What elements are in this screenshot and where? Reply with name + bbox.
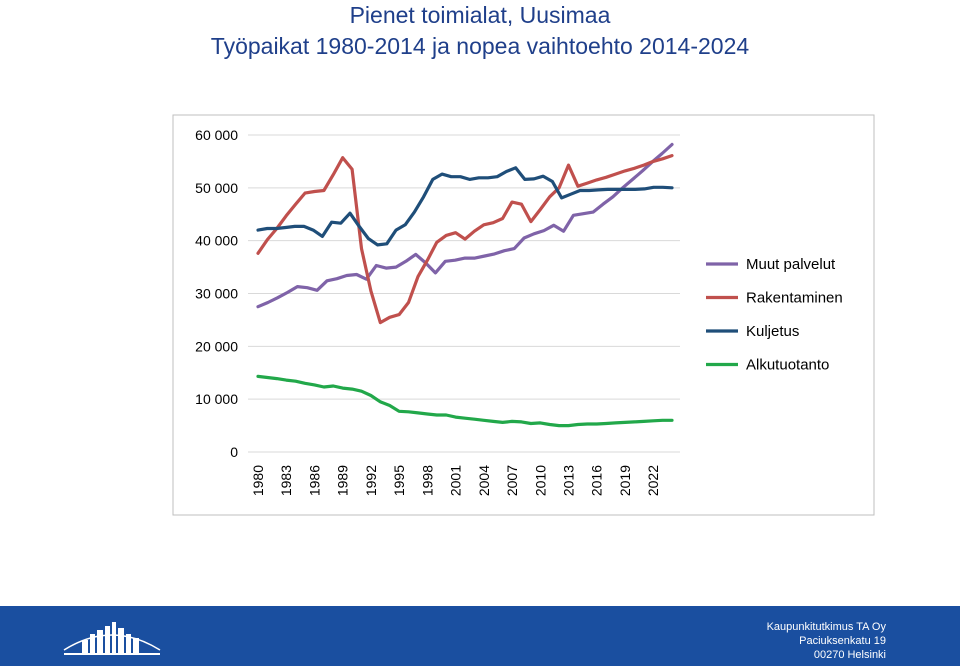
x-tick-label: 1998 <box>419 465 435 496</box>
y-tick-label: 50 000 <box>195 180 238 196</box>
y-tick-label: 20 000 <box>195 338 238 354</box>
footer-bar: Kaupunkitutkimus TA Oy Paciuksenkatu 19 … <box>0 606 960 666</box>
x-tick-label: 1980 <box>250 465 266 496</box>
y-tick-label: 0 <box>230 444 238 460</box>
series-line-muut-palvelut <box>256 142 674 309</box>
y-tick-label: 10 000 <box>195 391 238 407</box>
x-tick-label: 2004 <box>476 465 492 496</box>
x-tick-label: 2007 <box>504 465 520 496</box>
footer-company: Kaupunkitutkimus TA Oy <box>766 621 886 633</box>
legend: Muut palvelut Rakentaminen Kuljetus Alkutuo… <box>706 256 843 374</box>
series-line-rakentaminen <box>256 154 674 325</box>
x-axis-ticks: 1980 1983 1986 1989 1992 1995 1998 2001 2004 2007… <box>250 465 661 496</box>
series-lines <box>256 142 674 428</box>
x-tick-label: 2022 <box>645 465 661 496</box>
legend-label: Muut palvelut <box>746 256 836 273</box>
x-tick-label: 2001 <box>448 465 464 496</box>
chart-frame <box>172 114 875 516</box>
x-tick-label: 2016 <box>589 465 605 496</box>
x-tick-label: 1986 <box>306 465 322 496</box>
series-line-kuljetus <box>256 166 674 247</box>
x-tick-label: 2019 <box>617 465 633 496</box>
chart-title: Pienet toimialat, Uusimaa <box>349 2 611 28</box>
x-tick-label: 2013 <box>561 465 577 496</box>
series-line-alkutuotanto <box>256 374 674 428</box>
footer-street: Paciuksenkatu 19 <box>799 635 886 647</box>
x-tick-label: 1992 <box>363 465 379 496</box>
legend-label: Rakentaminen <box>746 290 843 307</box>
footer-city: 00270 Helsinki <box>813 649 886 661</box>
line-chart: 0 10 000 20 000 30 000 40 000 50 000 60 000 19… <box>172 114 875 516</box>
y-tick-label: 30 000 <box>195 286 238 302</box>
legend-label: Alkutuotanto <box>746 357 829 374</box>
x-tick-label: 1989 <box>335 465 351 496</box>
legend-label: Kuljetus <box>746 323 799 340</box>
y-tick-label: 40 000 <box>195 233 238 249</box>
x-tick-label: 1995 <box>391 465 407 496</box>
footer-address: Kaupunkitutkimus TA Oy Paciuksenkatu 19 … <box>767 620 886 662</box>
chart-subtitle: Työpaikat 1980-2014 ja nopea vaihtoehto … <box>210 33 750 59</box>
x-tick-label: 2010 <box>532 465 548 496</box>
x-tick-label: 1983 <box>278 465 294 496</box>
y-axis-ticks: 0 10 000 20 000 30 000 40 000 50 000 60 000 <box>195 127 238 460</box>
y-tick-label: 60 000 <box>195 127 238 143</box>
company-logo <box>63 622 161 655</box>
